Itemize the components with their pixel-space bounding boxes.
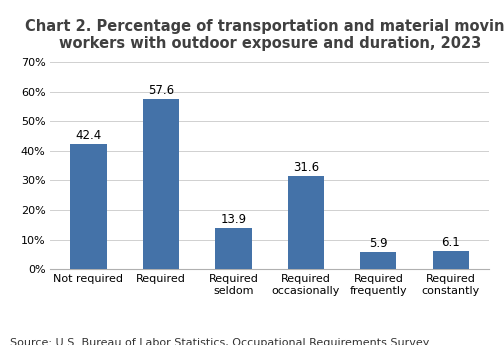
- Text: 13.9: 13.9: [220, 213, 246, 226]
- Text: 57.6: 57.6: [148, 84, 174, 97]
- Title: Chart 2. Percentage of transportation and material moving
workers with outdoor e: Chart 2. Percentage of transportation an…: [25, 19, 504, 51]
- Text: 6.1: 6.1: [442, 236, 460, 249]
- Bar: [433, 251, 469, 269]
- Text: 31.6: 31.6: [293, 160, 319, 174]
- Bar: [215, 228, 251, 269]
- Text: 42.4: 42.4: [75, 129, 102, 142]
- Text: Source: U.S. Bureau of Labor Statistics, Occupational Requirements Survey: Source: U.S. Bureau of Labor Statistics,…: [10, 338, 429, 345]
- Bar: [71, 144, 106, 269]
- Bar: [288, 176, 324, 269]
- Text: 5.9: 5.9: [369, 237, 388, 249]
- Bar: [360, 252, 397, 269]
- Bar: [143, 99, 179, 269]
